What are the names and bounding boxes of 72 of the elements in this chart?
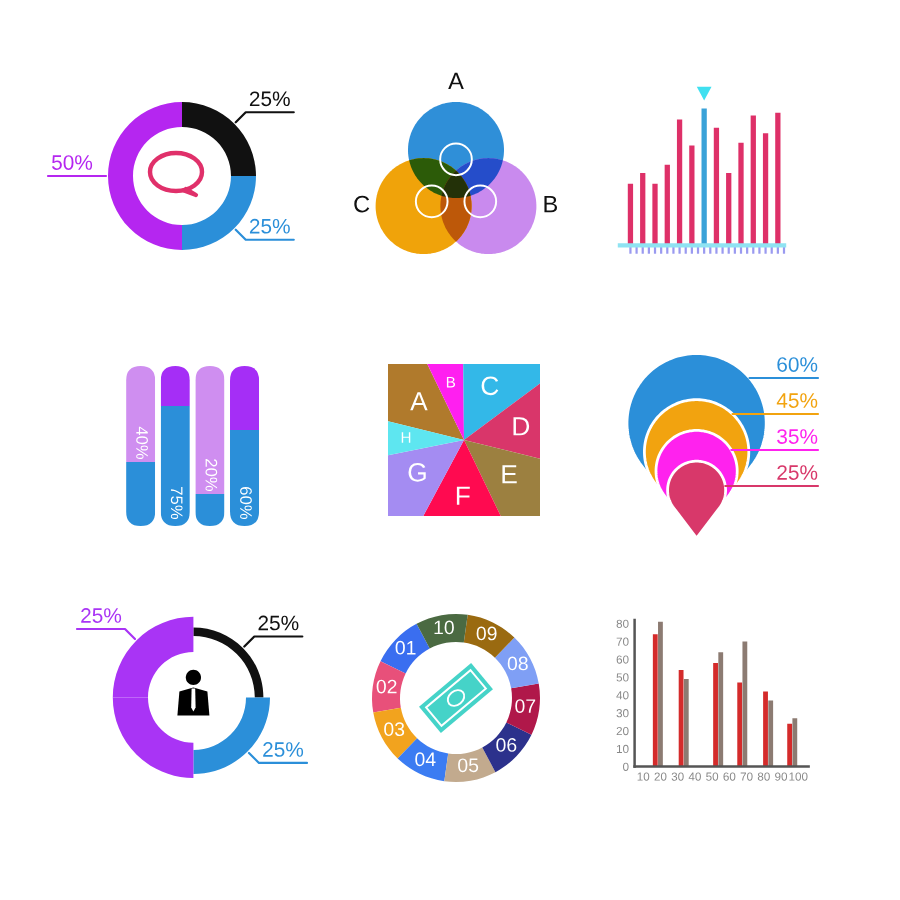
bar [160,406,190,526]
category-label: A [448,72,464,90]
slice-label: 03 [384,722,405,737]
bar [742,641,748,767]
data-label: 35% [777,429,818,444]
data-label: 40% [136,426,148,460]
category-label: B [544,195,558,213]
bar [230,366,260,430]
slice-label: 07 [515,699,536,713]
donut-slice [506,683,540,735]
bar [658,621,663,767]
data-label: 25% [777,465,818,480]
data-label: 25% [249,91,290,107]
data-label: 75% [170,487,183,520]
data-label: 60% [777,357,818,372]
bar [676,119,683,246]
bar [726,172,732,246]
bar [689,145,695,246]
bar [713,127,720,246]
donut-slice [373,707,418,759]
data-label: 25% [258,615,299,631]
bar [664,164,670,246]
bar [737,682,743,767]
bar [792,718,798,767]
slice-label: 05 [458,758,479,773]
donut-slice [444,747,496,782]
slice-label: 08 [507,656,528,671]
bar [775,112,781,246]
donut-slice [380,623,430,674]
bar [701,108,707,246]
slice-label: G [408,462,426,482]
bar [652,634,658,767]
data-label: 50% [51,155,93,170]
data-label: 25% [263,742,304,757]
donut-slice [372,661,406,713]
slice-label: C [481,376,499,396]
bar [678,670,684,767]
donut-slice [463,614,515,658]
slice-label: 10 [434,620,454,635]
bar [763,691,768,767]
slice-label: D [513,417,530,436]
slice-label: A [410,392,428,411]
bar [787,723,793,767]
slice-label: 09 [476,626,497,641]
bar [768,700,774,767]
slice-label: 06 [496,738,517,752]
bar [738,142,744,246]
donut-slice [416,614,468,649]
bar [627,183,634,246]
slice-label: F [456,486,470,505]
bar [718,652,724,767]
bar [750,115,756,246]
bar [640,172,646,246]
bar [652,183,658,246]
data-label: 60% [240,487,252,520]
bar [126,462,156,526]
donut-slice [482,722,532,773]
bar [762,133,769,246]
bar [195,366,225,494]
data-label: 45% [776,393,818,408]
donut-slice [494,637,539,689]
slice-label: 04 [415,752,436,767]
slice-label: 02 [376,679,397,694]
bar [713,662,718,767]
bar [683,679,689,767]
data-label: 20% [205,459,218,492]
data-label: 25% [249,218,290,234]
data-label: 25% [81,608,122,623]
slice-label: E [502,465,517,484]
slice-label: 01 [395,640,416,655]
donut-slice [397,738,449,782]
category-label: C [354,195,370,213]
